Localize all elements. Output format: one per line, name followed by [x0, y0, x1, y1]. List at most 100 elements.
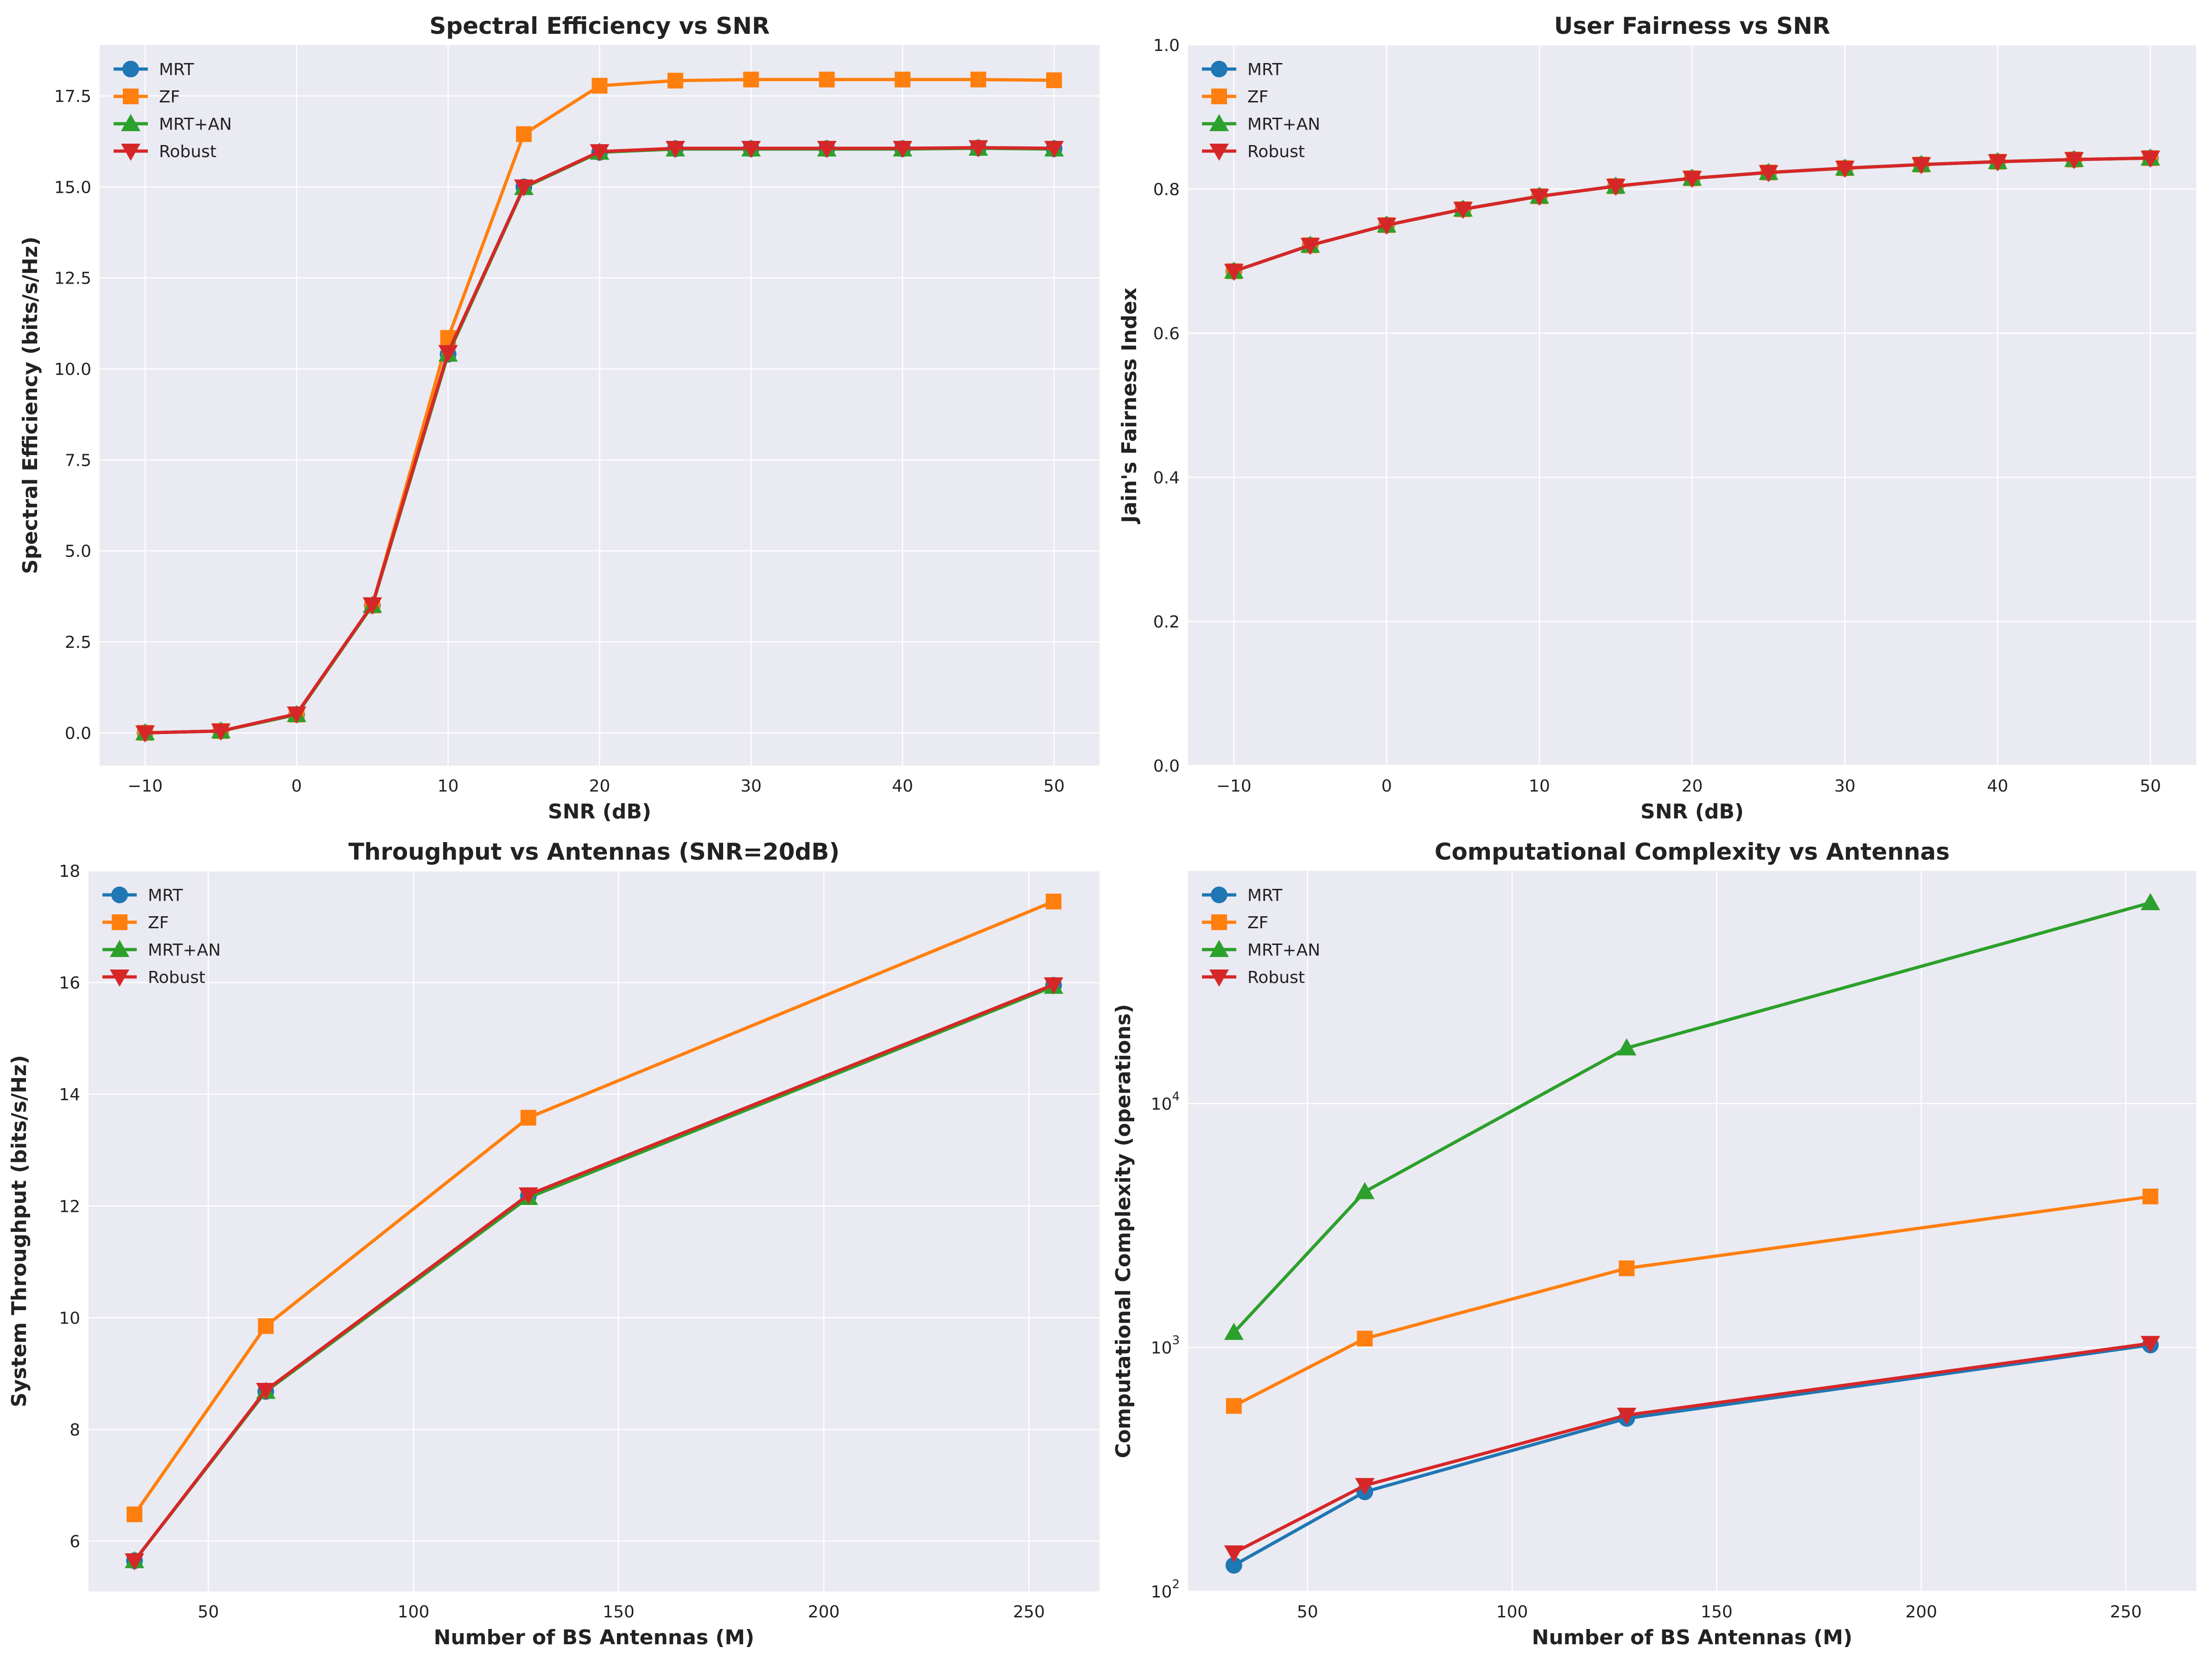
data-point-zf — [1357, 1331, 1373, 1347]
data-point-robust — [665, 141, 685, 158]
data-point-zf — [520, 1109, 536, 1126]
data-point-zf — [2142, 1188, 2159, 1204]
legend-marker-mrt — [122, 61, 139, 77]
legend-marker-zf — [1211, 914, 1227, 930]
data-point-robust — [893, 141, 913, 158]
legend-marker-mrt-an — [1209, 940, 1229, 957]
data-point-robust — [1835, 160, 1855, 178]
legend-label-mrt-an: MRT+AN — [1247, 115, 1320, 134]
data-point-zf — [1226, 1398, 1242, 1414]
legend-label-zf: ZF — [1247, 913, 1268, 932]
legend-label-mrt-an: MRT+AN — [148, 941, 221, 960]
data-point-mrt-an — [1224, 1323, 1244, 1340]
y-tick-label: 5.0 — [65, 542, 91, 561]
legend-marker-robust — [110, 970, 129, 987]
series-line-mrt — [1232, 1343, 2152, 1567]
x-tick-label: 0 — [1381, 777, 1392, 796]
data-point-zf — [895, 71, 911, 88]
y-tick-exponent: 2 — [1172, 1578, 1180, 1591]
x-tick-label: 200 — [1905, 1603, 1937, 1622]
x-tick-label: 40 — [1987, 777, 2009, 796]
y-axis-label: Jain's Fairness Index — [1118, 288, 1141, 525]
legend-marker-mrt — [1211, 61, 1227, 77]
data-point-zf — [667, 72, 683, 89]
series-group — [125, 894, 1063, 1571]
x-axis-label: SNR (dB) — [548, 800, 651, 824]
x-tick-label: −10 — [127, 777, 163, 796]
data-point-robust — [125, 1553, 145, 1571]
legend: MRT ZF MRT+AN Robust — [102, 886, 221, 987]
x-tick-label: 20 — [589, 777, 610, 796]
data-point-robust — [1453, 202, 1473, 219]
data-point-zf — [743, 71, 759, 88]
y-tick-label: 10.0 — [54, 360, 91, 379]
legend-label-mrt: MRT — [1247, 886, 1283, 905]
y-tick-label: 2.5 — [65, 633, 91, 652]
legend-marker-robust — [1209, 970, 1229, 987]
series-line-robust — [1232, 1342, 2152, 1555]
x-tick-label: 50 — [1297, 1603, 1318, 1622]
legend-label-zf: ZF — [1247, 88, 1268, 107]
legend-marker-mrt-an — [121, 114, 140, 131]
x-tick-label: −10 — [1216, 777, 1252, 796]
data-point-mrt-an — [1355, 1182, 1375, 1199]
legend-marker-mrt-an — [1209, 114, 1229, 131]
legend: MRT ZF MRT+AN Robust — [1202, 60, 1320, 161]
chart-1: −10 0 10 20 30 40 50 0.0 2.5 5.0 7.5 10.0 12.5 15.0 17… — [19, 13, 1100, 824]
y-axis-label: Computational Complexity (operations) — [1112, 1004, 1135, 1458]
y-tick-label: 7.5 — [65, 451, 91, 470]
legend-marker-robust — [121, 144, 140, 161]
legend-marker-zf — [1211, 89, 1227, 104]
data-point-robust — [1224, 1545, 1244, 1563]
y-tick-base: 10 — [1151, 1095, 1172, 1114]
y-axis-label: System Throughput (bits/s/Hz) — [7, 1055, 31, 1407]
data-point-robust — [2064, 152, 2084, 170]
y-tick-label: 0.8 — [1153, 180, 1180, 199]
chart-2: −10 0 10 20 30 40 50 0.0 0.2 0.4 0.6 0.8 1.0 User Fai… — [1118, 13, 2196, 824]
y-tick-label: 0.0 — [1153, 757, 1180, 776]
legend: MRT ZF MRT+AN Robust — [114, 60, 232, 161]
data-point-robust — [438, 345, 458, 362]
chart-title: User Fairness vs SNR — [1554, 13, 1831, 39]
x-tick-label: 50 — [1043, 777, 1065, 796]
y-tick-label: 102 — [1151, 1578, 1180, 1602]
legend-label-mrt: MRT — [148, 886, 183, 905]
y-tick-label: 12.5 — [54, 269, 91, 288]
y-tick-label: 17.5 — [54, 87, 91, 106]
data-point-robust — [1606, 178, 1626, 196]
legend-marker-zf — [123, 89, 139, 104]
y-tick-label: 14 — [59, 1085, 80, 1104]
legend-label-zf: ZF — [159, 88, 180, 107]
data-point-robust — [1911, 157, 1931, 175]
data-point-zf — [258, 1318, 274, 1334]
legend: MRT ZF MRT+AN Robust — [1202, 886, 1320, 987]
data-point-robust — [518, 1187, 538, 1205]
data-point-zf — [819, 71, 835, 88]
legend-label-robust: Robust — [1247, 142, 1305, 161]
data-point-mrt-an — [1617, 1038, 1637, 1056]
x-tick-label: 150 — [603, 1603, 635, 1622]
legend-label-mrt: MRT — [1247, 60, 1283, 79]
y-tick-label: 0.6 — [1153, 324, 1180, 343]
data-point-robust — [1988, 154, 2008, 171]
data-point-robust — [135, 725, 155, 743]
x-tick-label: 0 — [291, 777, 302, 796]
data-point-robust — [1617, 1407, 1637, 1425]
data-point-zf — [1046, 72, 1062, 89]
data-point-robust — [2141, 1336, 2161, 1353]
data-point-robust — [1682, 171, 1702, 188]
data-point-mrt — [1225, 1557, 1242, 1574]
plot-area — [1188, 871, 2196, 1591]
y-tick-label: 104 — [1151, 1090, 1180, 1114]
x-tick-label: 50 — [2140, 777, 2161, 796]
x-tick-label: 20 — [1682, 777, 1703, 796]
x-tick-label: 30 — [1834, 777, 1856, 796]
x-tick-label: 100 — [1496, 1603, 1528, 1622]
legend-label-robust: Robust — [148, 968, 205, 987]
legend-label-mrt-an: MRT+AN — [1247, 941, 1320, 960]
legend-marker-mrt — [111, 887, 128, 903]
x-tick-label: 10 — [438, 777, 459, 796]
legend-marker-zf — [112, 914, 127, 930]
y-axis-label: Spectral Efficiency (bits/s/Hz) — [19, 236, 42, 574]
